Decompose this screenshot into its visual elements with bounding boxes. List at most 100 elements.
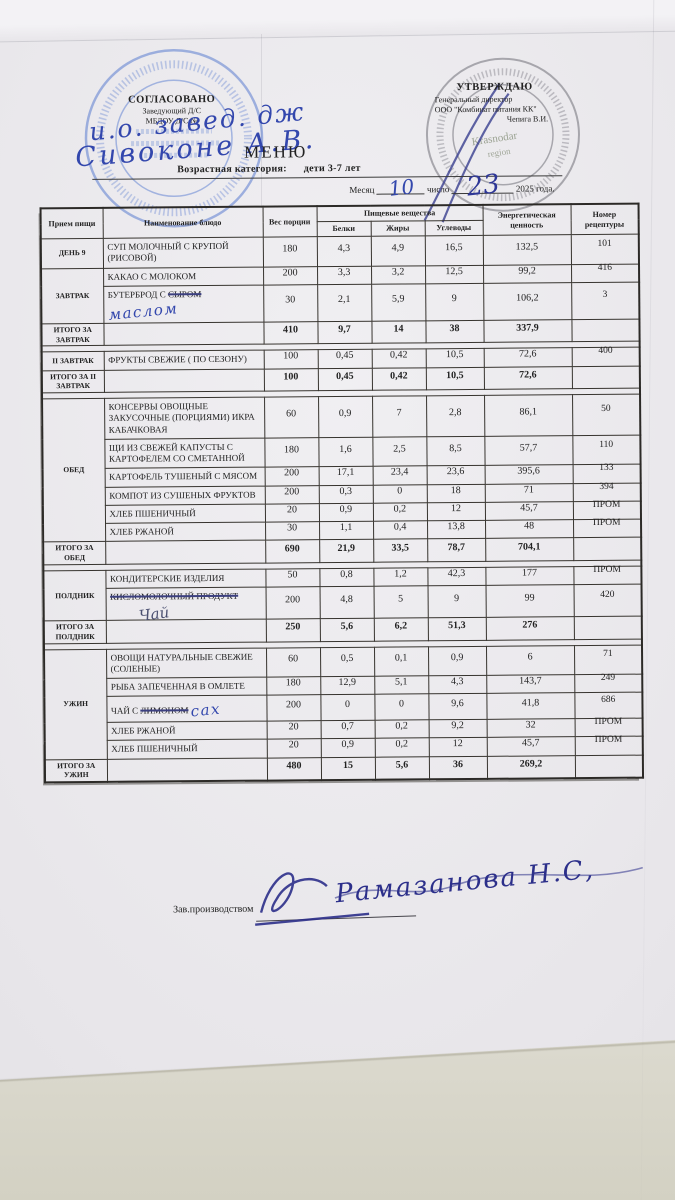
protein-cell: 3,3 [317,265,372,285]
cell-value: 0 [397,485,403,497]
cell-value: 12,5 [445,265,463,277]
dish-name-cell: РЫБА ЗАПЕЧЕННАЯ В ОМЛЕТЕ [106,677,267,697]
cell-value: 200 [284,485,300,498]
energy-cell: 337,9 [483,319,572,343]
recipe-cell: 686 [574,692,643,719]
cell-value: 0,2 [393,503,407,515]
dish-name-text: КОНСЕРВЫ ОВОЩНЫЕ ЗАКУСОЧНЫЕ (ПОРЦИЯМИ) И… [108,401,255,435]
cell-value: 0,9 [339,503,353,515]
protein-cell: 4,3 [316,236,372,267]
cell-value: 0,2 [395,720,408,732]
stamp-watermark-text2: region [487,146,512,159]
cell-value: 15 [342,759,353,771]
recipe-cell: ПРОМ [574,716,643,737]
cell-value: 30 [287,522,298,534]
cell-value: 0,4 [393,521,407,533]
day-label: число [426,184,450,195]
cell-value: 17,1 [336,467,355,479]
cell-value: 60 [286,408,297,420]
fat-cell: 5 [373,585,428,619]
weight-cell: 100 [263,368,318,392]
cell-value: 0,9 [450,652,464,664]
energy-cell: 143,7 [486,674,575,694]
fat-cell: 7 [372,395,427,437]
dish-name-text: ОВОЩИ НАТУРАЛЬНЫЕ СВЕЖИЕ (СОЛЕНЫЕ) [110,651,253,674]
cell-value: 5,6 [340,621,354,633]
carbs-cell: 12 [428,737,487,757]
carbs-cell: 16,5 [424,235,484,266]
fat-cell: 0,2 [374,719,429,739]
energy-cell: 57,7 [484,435,573,466]
dish-name-text: ХЛЕБ ПШЕНИЧНЫЙ [109,507,196,519]
cell-value: 6 [527,651,533,663]
meal-group-label: ДЕНЬ 9 [40,238,104,269]
cell-value: 133 [599,463,614,474]
cell-value: 60 [288,653,299,665]
cell-value: 110 [599,439,614,450]
cell-value: 4,9 [391,242,405,254]
dish-name-text: ХЛЕБ РЖАНОЙ [109,526,174,537]
fat-cell: 0,2 [374,738,429,757]
cell-value: 50 [287,569,298,581]
recipe-cell: ПРОМ [573,518,642,538]
cell-value: 250 [285,621,301,633]
cell-value: 36 [452,758,463,770]
fat-cell: 1,2 [373,567,428,587]
col-header-carbs: Углеводы [424,220,483,236]
dish-name-cell: ФРУКТЫ СВЕЖИЕ ( ПО СЕЗОНУ) [103,350,264,370]
protein-cell: 0,8 [319,567,374,587]
recipe-cell [573,616,642,640]
recipe-cell: 50 [572,394,641,436]
cell-value: 0,3 [339,485,353,497]
cell-value: 20 [288,739,299,751]
weight-cell: 180 [264,437,319,468]
fat-cell: 0,42 [371,367,426,391]
cell-value: 0,45 [336,370,354,382]
recipe-cell: 110 [572,434,641,465]
cell-value: 1,2 [394,568,407,580]
menu-row: ДЕНЬ 9 СУП МОЛОЧНЫЙ С КРУПОЙ (РИСОВОЙ) 18… [40,234,640,269]
cell-value: 0,42 [390,370,408,382]
dish-name-text: ЛИМОНОМ [140,705,189,716]
energy-cell: 45,7 [486,736,575,756]
cell-value: 13,8 [447,521,465,533]
carbs-cell: 13,8 [427,520,486,540]
cell-value: 72,6 [518,348,537,360]
cell-value: 0,7 [341,721,354,733]
weight-cell: 20 [266,720,321,740]
protein-cell: 9,7 [317,320,372,344]
cell-value: 686 [601,694,616,706]
cell-value: 1,6 [339,443,352,455]
cell-value: 8,5 [449,442,462,454]
col-header-dish: Наименование блюдо [102,206,263,239]
dish-name-text: ХЛЕБ РЖАНОЙ [111,725,176,736]
energy-cell: 86,1 [484,394,573,437]
carbs-cell: 10,5 [425,366,485,390]
cell-value: 5,9 [391,293,405,305]
cell-value: 21,9 [337,542,356,554]
cell-value: ПРОМ [592,499,621,510]
dish-name-text: КАРТОФЕЛЬ ТУШЕНЫЙ С МЯСОМ [109,470,258,483]
meal-group-label: ИТОГО ЗА ПОЛДНИК [43,620,106,644]
cell-value: 4,8 [340,593,353,605]
carbs-cell: 9,6 [428,693,487,720]
cell-value: 30 [285,294,296,306]
cell-value: 71 [603,649,613,660]
dish-name-cell [105,619,266,643]
cell-value: 23,4 [390,466,409,478]
meal-group-label: ИТОГО ЗА УЖИН [44,758,108,783]
cell-value: 12,9 [338,677,357,689]
meal-group-label: II ЗАВТРАК [41,351,104,371]
menu-row: ЩИ ИЗ СВЕЖЕЙ КАПУСТЫ С КАРТОФЕЛЕМ СО СМЕ… [42,434,641,469]
dish-name-cell: ХЛЕБ ПШЕНИЧНЫЙ [106,739,267,759]
fat-cell: 3,2 [371,265,426,284]
cell-value: 4,3 [337,242,351,254]
dish-name-text: СУП МОЛОЧНЫЙ С КРУПОЙ (РИСОВОЙ) [107,240,229,264]
recipe-cell: 3 [571,281,640,320]
meal-group-label: УЖИН [44,648,107,760]
dish-name-text: ФРУКТЫ СВЕЖИЕ ( ПО СЕЗОНУ) [108,353,247,366]
weight-cell: 480 [266,757,322,781]
cell-value: ПРОМ [594,716,623,728]
production-manager-label: Зав.производством [173,903,254,916]
